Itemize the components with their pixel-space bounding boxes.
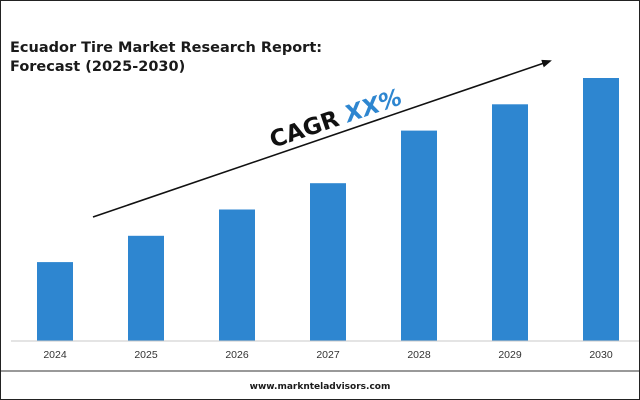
chart-title-line-1: Ecuador Tire Market Research Report: <box>10 40 323 56</box>
bar-2029 <box>492 104 528 341</box>
footer-website-url: www.marknteladvisors.com <box>249 382 391 392</box>
bar-2028 <box>401 130 437 341</box>
bar-2026 <box>219 209 255 341</box>
x-tick-label-2025: 2025 <box>134 349 158 361</box>
cagr-label-prefix: CAGR <box>267 104 350 154</box>
cagr-trend-arrow <box>92 59 552 218</box>
bar-series <box>37 78 619 341</box>
x-tick-label-2029: 2029 <box>498 349 522 361</box>
x-tick-labels: 2024 2025 2026 2027 2028 2029 2030 <box>43 349 613 361</box>
bar-2027 <box>310 183 346 341</box>
bar-2030 <box>583 78 619 341</box>
bar-2024 <box>37 262 73 341</box>
x-tick-label-2027: 2027 <box>316 349 340 361</box>
chart-title: Ecuador Tire Market Research Report: For… <box>10 39 323 77</box>
chart-title-line-2: Forecast (2025-2030) <box>10 59 186 75</box>
x-tick-label-2024: 2024 <box>43 349 67 361</box>
x-tick-label-2028: 2028 <box>407 349 431 361</box>
cagr-label: CAGR XX% <box>267 85 406 154</box>
x-tick-label-2030: 2030 <box>589 349 613 361</box>
x-tick-label-2026: 2026 <box>225 349 249 361</box>
bar-2025 <box>128 235 164 341</box>
